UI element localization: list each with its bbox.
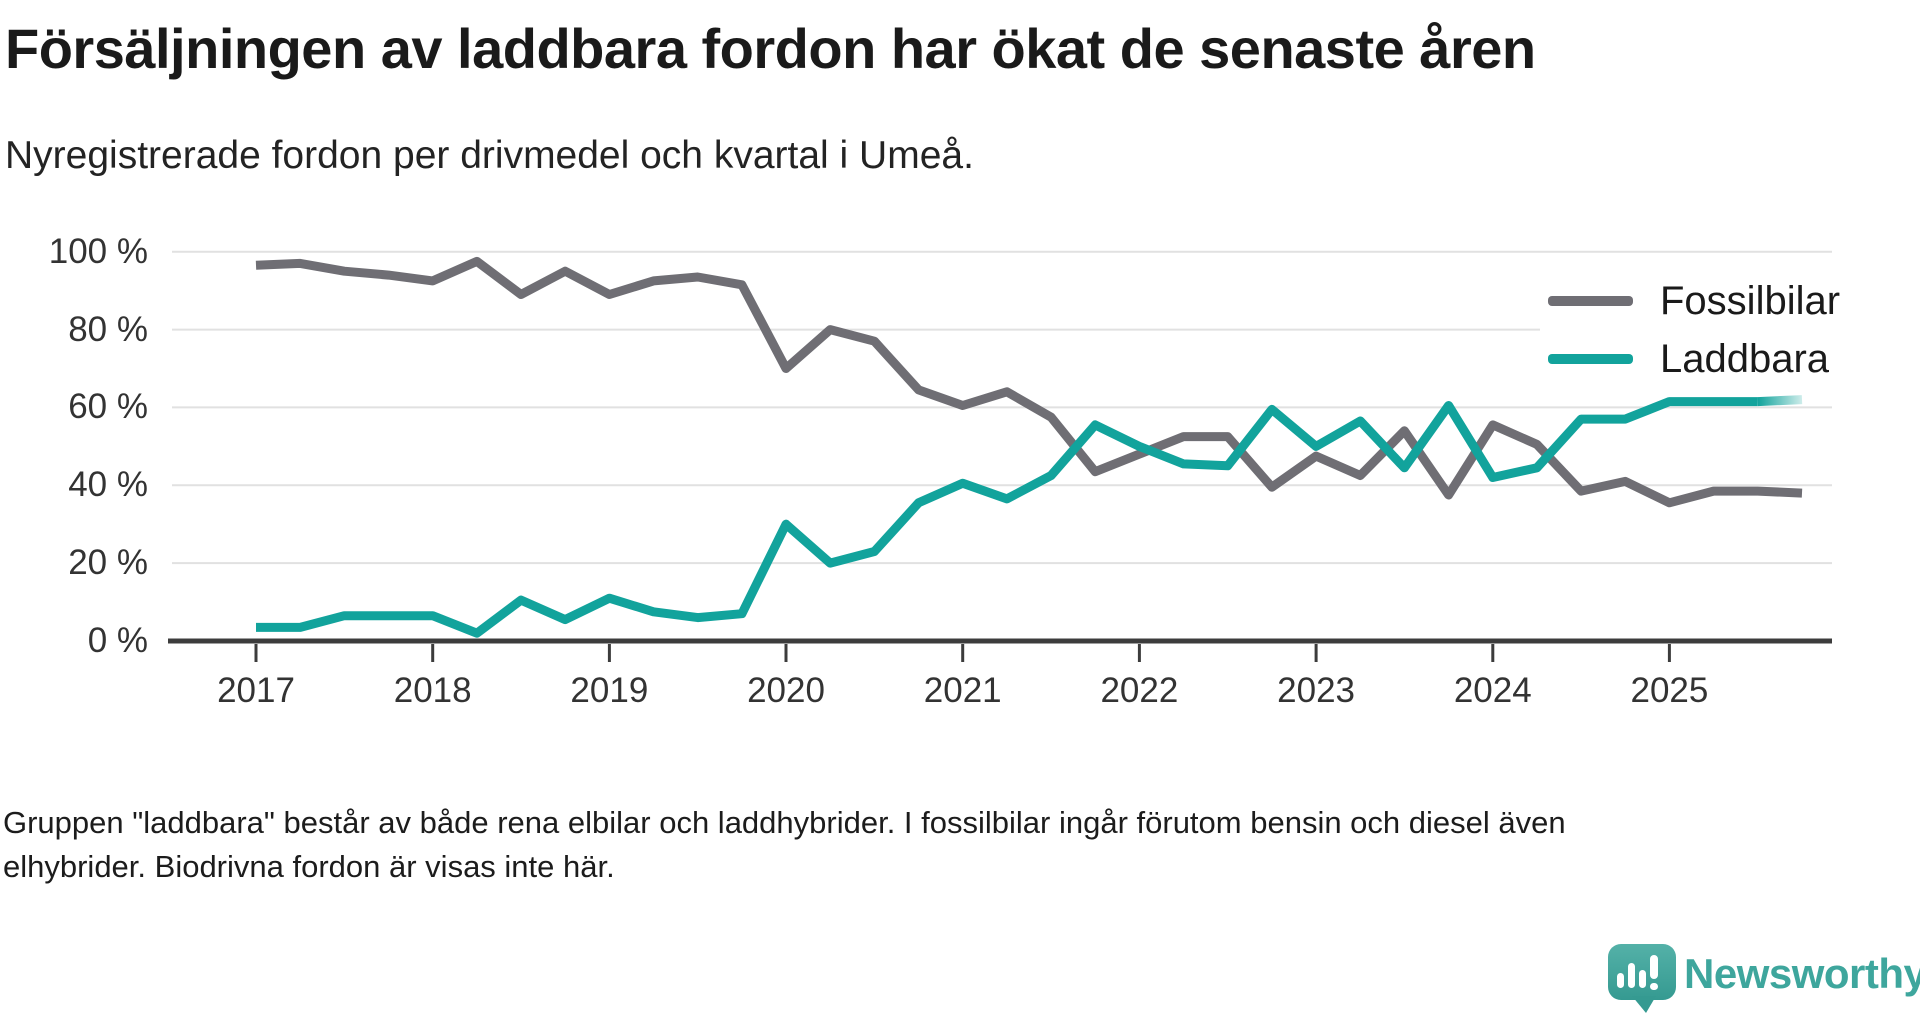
- footnote: Gruppen "laddbara" består av både rena e…: [3, 801, 1566, 889]
- footnote-line-2: elhybrider. Biodrivna fordon är visas in…: [3, 849, 615, 884]
- y-tick-label: 40 %: [68, 465, 148, 505]
- legend-label-fossilbilar: Fossilbilar: [1660, 278, 1841, 323]
- legend-swatch-laddbara: [1548, 354, 1633, 364]
- x-tick-label: 2025: [1630, 671, 1709, 710]
- chart-title: Försäljningen av laddbara fordon har öka…: [5, 17, 1536, 80]
- legend-item-fossilbilar: Fossilbilar: [1540, 272, 1856, 330]
- x-tick-label: 2022: [1100, 671, 1179, 710]
- chart-subtitle: Nyregistrerade fordon per drivmedel och …: [5, 134, 974, 177]
- x-tick-label: 2019: [570, 671, 649, 710]
- newsworthy-logo-icon: [1608, 944, 1676, 1013]
- y-tick-label: 20 %: [68, 543, 148, 583]
- x-tick-label: 2023: [1277, 671, 1356, 710]
- y-tick-label: 80 %: [68, 309, 148, 349]
- footnote-line-1: Gruppen "laddbara" består av både rena e…: [3, 805, 1566, 840]
- x-tick-label: 2024: [1453, 671, 1532, 710]
- legend-item-laddbara: Laddbara: [1540, 330, 1856, 388]
- x-tick-label: 2018: [393, 671, 472, 710]
- y-tick-label: 100 %: [48, 231, 148, 271]
- legend-swatch-fossilbilar: [1548, 296, 1633, 306]
- newsworthy-logo: Newsworthy: [1606, 942, 1920, 1013]
- chart-legend: Fossilbilar Laddbara: [1540, 272, 1856, 388]
- x-tick-label: 2020: [747, 671, 825, 710]
- legend-label-laddbara: Laddbara: [1660, 336, 1830, 381]
- x-tick-label: 2017: [217, 671, 295, 710]
- y-tick-label: 60 %: [68, 387, 148, 427]
- y-tick-label: 0 %: [87, 621, 148, 660]
- x-tick-label: 2021: [923, 671, 1002, 710]
- newsworthy-logo-text: Newsworthy: [1684, 950, 1920, 997]
